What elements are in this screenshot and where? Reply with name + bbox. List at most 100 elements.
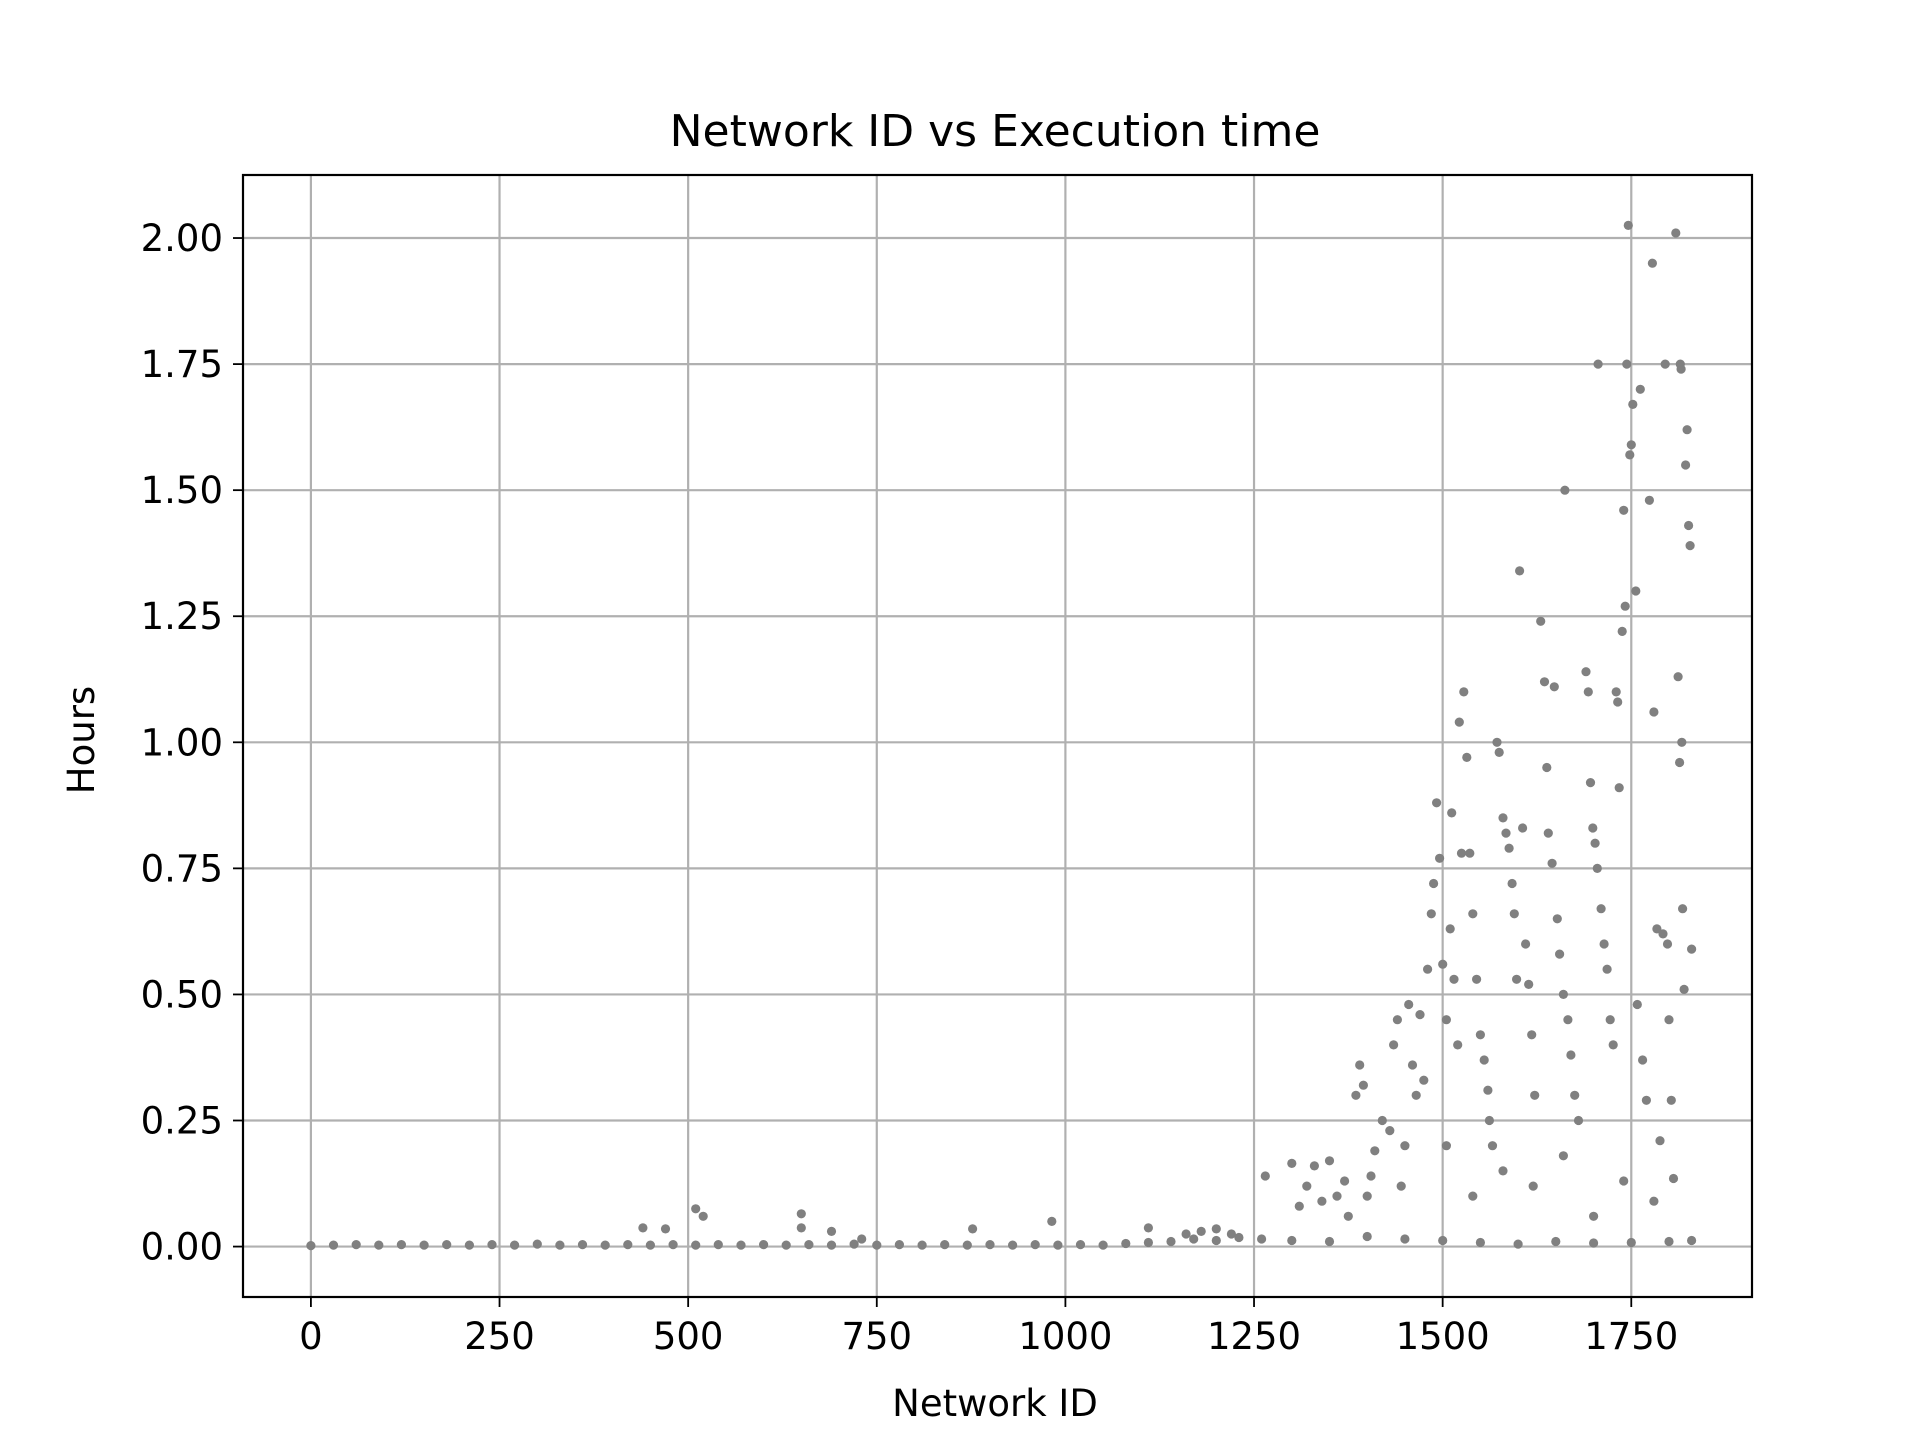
data-point [1684,520,1694,531]
data-point [1351,1090,1361,1100]
data-point [1362,1231,1372,1242]
data-point [1504,843,1514,853]
y-axis-ticks: 0.00 0.25 0.50 0.75 1.00 1.25 1.50 1.75 2.00 [141,217,243,1269]
data-point [1435,853,1445,863]
data-point [1426,909,1436,919]
data-point [1355,1060,1365,1070]
data-point [1679,984,1689,995]
data-point [1570,1090,1580,1100]
data-point [1196,1226,1206,1236]
data-point [1664,1236,1674,1247]
data-point [1677,737,1687,747]
data-point [1678,904,1688,914]
data-point [374,1240,384,1250]
data-point [1465,848,1475,858]
y-tick-label: 2.00 [141,217,223,260]
data-point [1343,1211,1353,1221]
data-point [796,1223,806,1233]
data-point [1098,1240,1108,1250]
data-point [1583,687,1593,697]
data-point [1581,667,1591,677]
data-point [894,1240,905,1250]
data-point [1358,1080,1368,1090]
data-point [1494,747,1504,758]
y-tick-label: 1.50 [141,469,223,512]
y-tick-label: 0.00 [141,1226,223,1269]
data-point [1389,1040,1399,1050]
data-point [849,1239,859,1249]
data-point [1294,1201,1304,1211]
data-point [1438,959,1448,969]
data-point [1468,1191,1478,1201]
data-point [1617,626,1627,637]
data-point [857,1234,867,1244]
data-point [1472,974,1482,984]
data-point [1647,258,1657,268]
data-point [1143,1237,1153,1248]
data-point [1475,1030,1485,1040]
data-point [1287,1158,1297,1168]
data-point [1487,1141,1498,1151]
data-point [1626,1237,1636,1248]
data-point [713,1240,723,1250]
x-tick-label: 750 [841,1315,912,1358]
data-point [306,1241,316,1251]
data-point [1536,616,1546,626]
data-point [1660,359,1670,369]
y-tick-label: 0.25 [141,1100,223,1143]
data-point [1456,848,1467,858]
data-point [1649,1196,1659,1206]
data-point [1513,1239,1523,1249]
data-point [1671,228,1681,238]
data-point [1608,1040,1618,1050]
x-tick-label: 1750 [1584,1315,1678,1358]
data-point [1121,1238,1131,1249]
data-point [1619,1176,1629,1186]
data-point [1515,566,1525,576]
data-point [1625,450,1635,460]
data-point [1423,964,1433,974]
data-point [1613,697,1623,707]
data-point [1588,823,1598,833]
data-point [691,1240,701,1250]
data-point [1626,440,1636,450]
data-point [532,1239,542,1249]
data-point [328,1240,339,1250]
x-tick-label: 500 [653,1315,724,1358]
data-point [1143,1223,1153,1233]
data-point [1459,687,1469,697]
data-point [1658,929,1668,939]
data-point [1309,1161,1319,1171]
data-point [1432,798,1442,808]
data-point [1030,1240,1040,1250]
data-point [1396,1181,1406,1191]
data-point [1479,1055,1489,1065]
data-point [509,1240,520,1250]
data-point [1589,1211,1599,1221]
data-point [623,1240,633,1250]
data-point [1260,1171,1270,1181]
data-point [487,1240,497,1250]
data-point [1518,823,1528,833]
data-point [917,1240,927,1250]
data-point [1649,707,1659,717]
data-point [1558,989,1568,1000]
data-point [1682,425,1692,435]
data-point [1527,1030,1537,1040]
data-point [1528,1181,1538,1191]
data-point [1685,541,1695,551]
data-point [1619,505,1629,515]
data-point [1492,737,1502,747]
data-point [1404,999,1414,1010]
data-point [1566,1050,1576,1060]
data-point [736,1240,746,1250]
data-point [1687,1235,1697,1246]
data-point [1462,752,1472,763]
data-point [1585,778,1596,788]
data-point [1558,1151,1568,1161]
data-point [826,1226,837,1236]
data-point [1551,1236,1561,1247]
x-tick-label: 1000 [1018,1315,1112,1358]
data-point [1632,999,1642,1010]
data-point [1415,1010,1425,1020]
